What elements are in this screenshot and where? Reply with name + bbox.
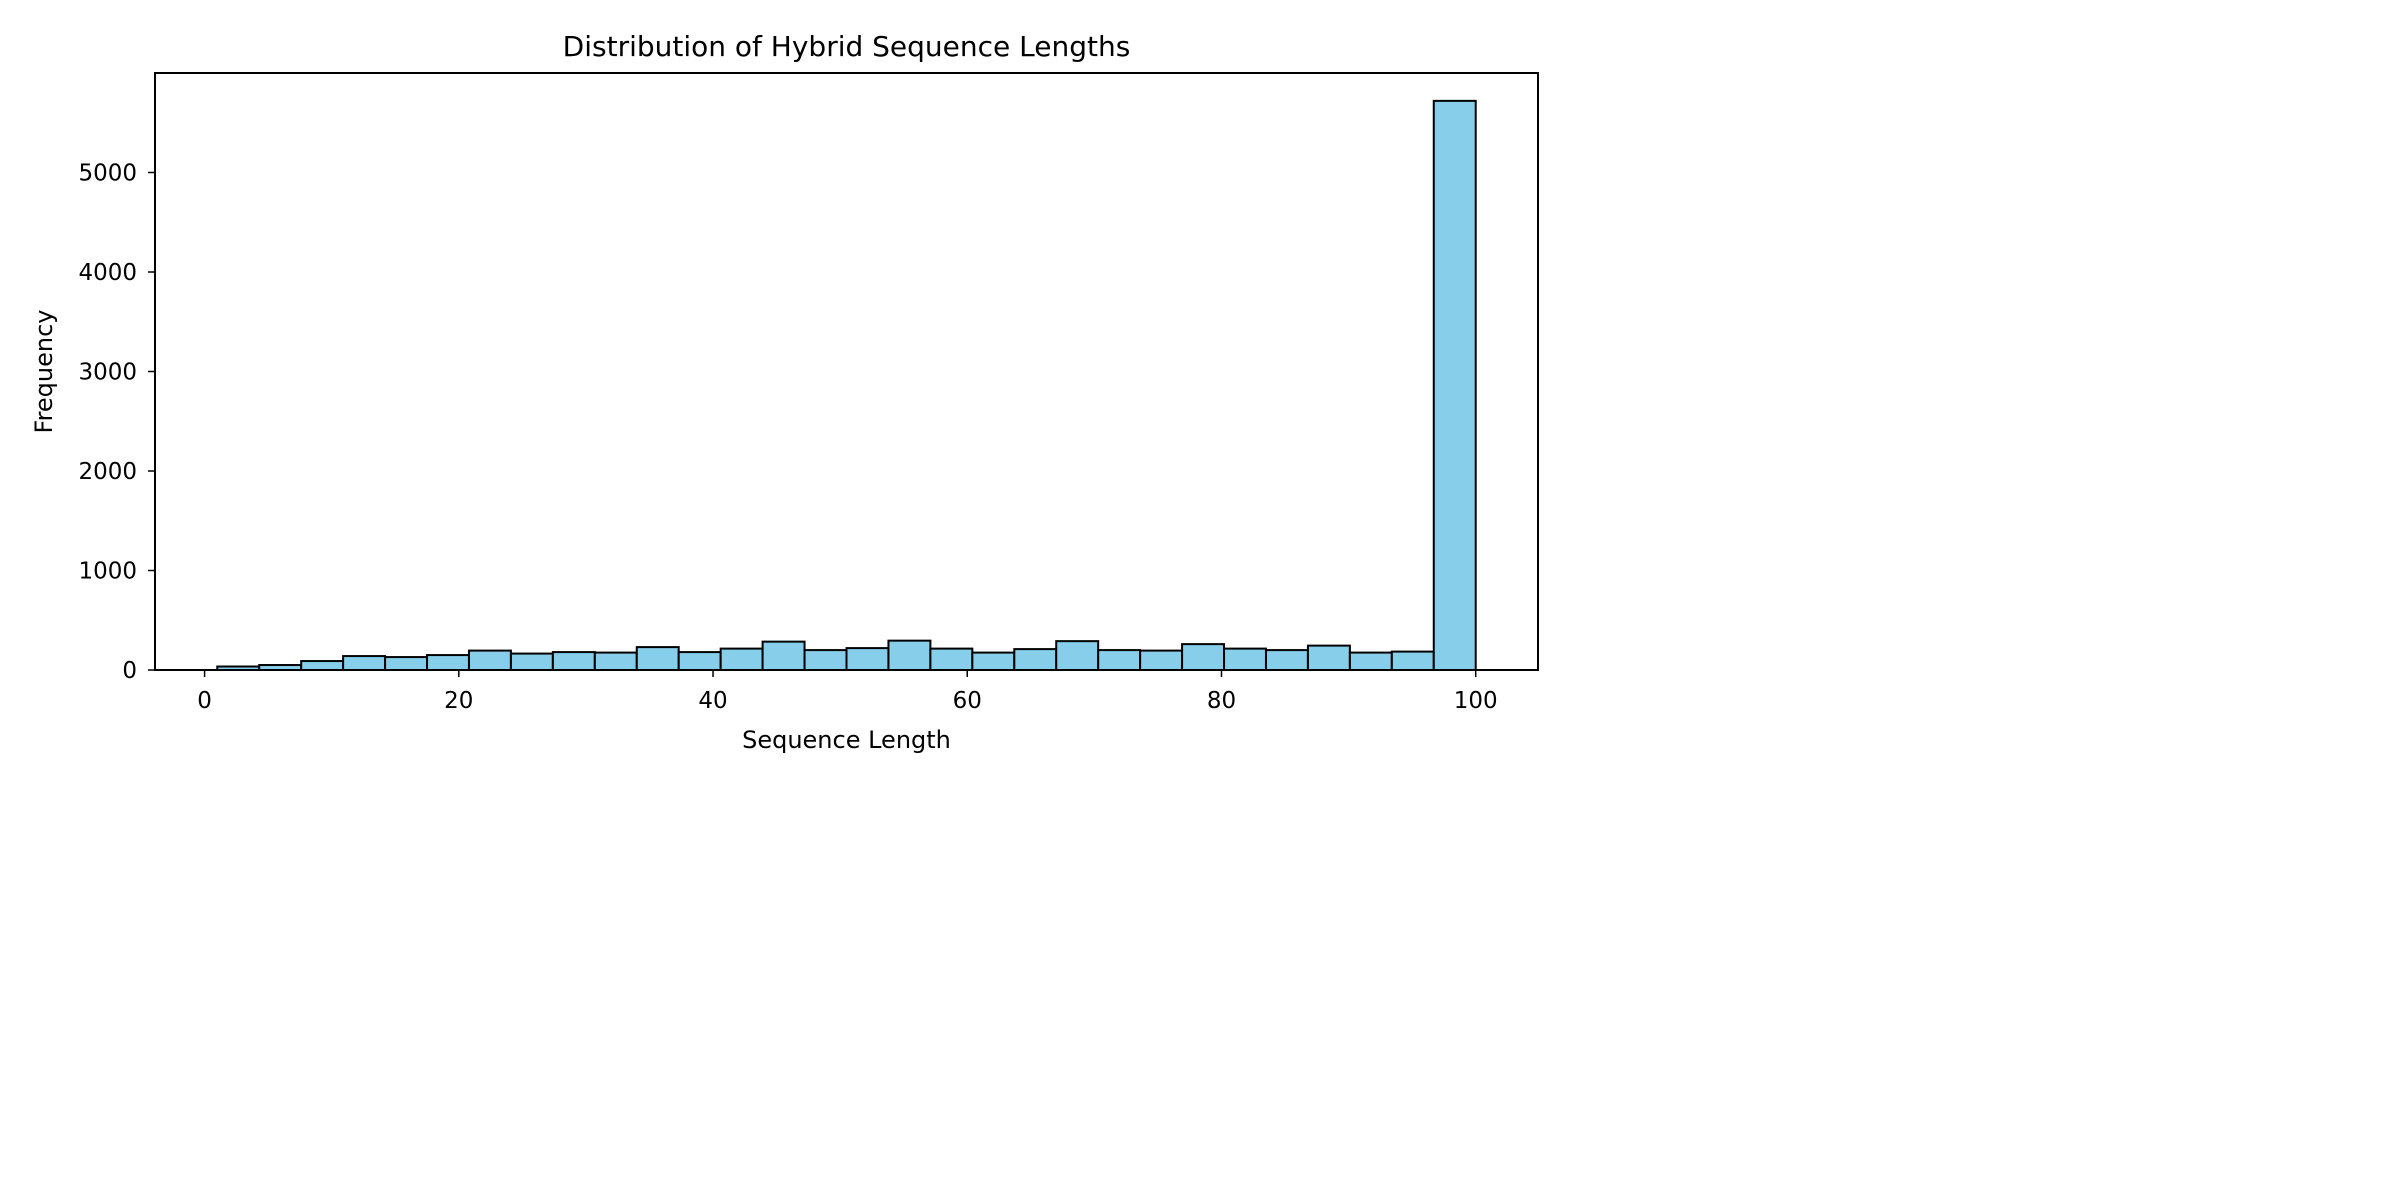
histogram-bar [342, 655, 387, 672]
histogram-bar [384, 656, 429, 672]
histogram-bar [1264, 649, 1309, 671]
histogram-bar [1306, 644, 1351, 671]
y-tick-label: 4000 [78, 260, 137, 286]
y-tick-label: 5000 [78, 161, 137, 187]
histogram-bar [761, 640, 806, 672]
histogram-bar [509, 652, 554, 672]
histogram-bar [677, 651, 722, 672]
histogram-bar [635, 646, 680, 671]
y-axis-ticks: 0 1000 2000 3000 4000 5000 [78, 161, 155, 684]
x-tick-label: 100 [1454, 688, 1498, 714]
histogram-bar [426, 654, 470, 672]
y-tick-label: 3000 [78, 360, 137, 386]
histogram-bar [300, 660, 345, 671]
histogram-bar [1432, 99, 1477, 672]
histogram-bar [1139, 649, 1184, 671]
histogram-bar [1223, 647, 1267, 671]
y-tick-label: 0 [122, 658, 137, 684]
histogram-bar [803, 649, 848, 671]
histogram-bar [1097, 649, 1142, 671]
histogram-bar [929, 647, 974, 671]
histogram-bar [1181, 643, 1226, 672]
histogram-bar [551, 651, 596, 672]
y-axis-label: Frequency [30, 310, 58, 434]
histogram-bar [467, 649, 512, 671]
histogram-bar [1390, 650, 1435, 672]
histogram-bar [1348, 651, 1393, 672]
x-axis-label: Sequence Length [742, 726, 951, 754]
histogram-bar [1013, 648, 1058, 671]
x-tick-label: 20 [444, 688, 473, 714]
x-tick-label: 40 [698, 688, 727, 714]
histogram-bar [1055, 640, 1100, 672]
y-tick-label: 2000 [78, 459, 137, 485]
chart-title: Distribution of Hybrid Sequence Lengths [563, 30, 1131, 63]
x-tick-label: 0 [197, 688, 212, 714]
histogram-bar [593, 651, 638, 672]
x-axis-ticks: 0 20 40 60 80 100 [197, 670, 1498, 714]
histogram-bar [887, 639, 932, 672]
histogram-chart: Distribution of Hybrid Sequence Lengths … [0, 0, 1566, 783]
histogram-bar [845, 647, 890, 671]
x-tick-label: 80 [1207, 688, 1236, 714]
x-tick-label: 60 [953, 688, 982, 714]
y-tick-label: 1000 [78, 559, 137, 585]
histogram-bar [971, 651, 1016, 672]
histogram-bar [719, 647, 764, 671]
